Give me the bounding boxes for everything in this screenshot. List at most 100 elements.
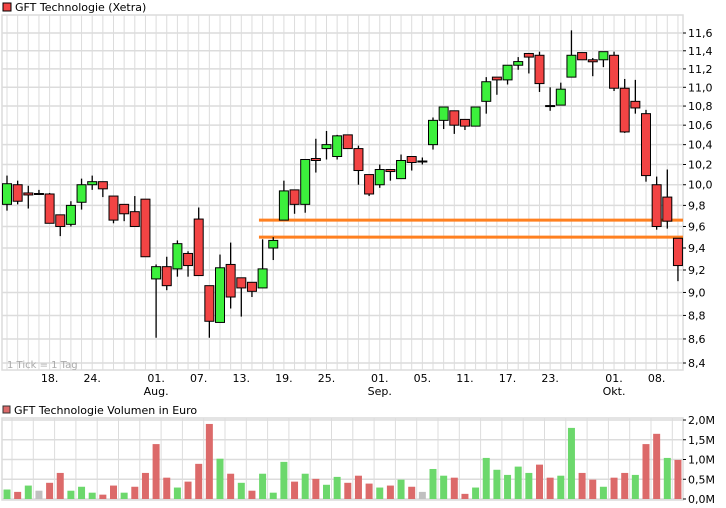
volume-bar — [386, 485, 394, 499]
candle — [672, 237, 683, 282]
candle-body — [129, 211, 140, 227]
candle — [566, 30, 577, 78]
volume-bar — [110, 485, 117, 499]
candle-body — [609, 54, 620, 89]
candle — [428, 117, 438, 150]
candle-body — [87, 181, 98, 186]
candle-body — [236, 277, 247, 289]
x-tick-label: 08. — [648, 372, 666, 385]
candle — [555, 82, 566, 106]
volume-bar — [354, 475, 362, 499]
candle-body — [23, 192, 34, 196]
candle — [374, 164, 385, 188]
candle — [641, 109, 651, 182]
x-tick-label: 17. — [499, 372, 517, 385]
candle — [183, 251, 194, 277]
candle-body — [353, 148, 364, 172]
x-tick-label: 25. — [318, 372, 336, 385]
candle — [108, 195, 119, 224]
candle-body — [619, 87, 630, 133]
candle — [406, 156, 417, 171]
candle-body — [268, 239, 279, 249]
candle — [76, 178, 87, 210]
candle-body — [641, 113, 651, 177]
candle — [225, 242, 236, 309]
volume-bar — [610, 477, 618, 499]
volume-bar — [14, 491, 22, 499]
volume-bar — [557, 475, 565, 499]
volume-bar — [35, 490, 43, 499]
candle — [236, 277, 247, 317]
volume-bar — [141, 472, 149, 499]
volume-bar — [482, 457, 490, 499]
volume-bar — [653, 433, 661, 499]
candle — [161, 256, 172, 291]
volume-bar — [163, 477, 171, 499]
candle — [598, 51, 609, 68]
candle — [417, 157, 428, 165]
price-panel: GFT Technologie (Xetra) 8,4 8,6 8,8 9,0 9,2 9… — [1, 1, 713, 398]
volume-bar — [365, 483, 373, 499]
volume-bar — [536, 464, 543, 499]
volume-bar — [642, 444, 650, 499]
x-tick-label: 13. — [233, 372, 251, 385]
volume-bar — [408, 486, 416, 499]
y-tick-label: 9,8 — [688, 199, 706, 212]
volume-bar — [131, 486, 139, 499]
candle — [502, 64, 513, 85]
candle — [481, 77, 492, 114]
x-tick-label: 18. — [41, 372, 59, 385]
price-legend-swatch — [2, 2, 12, 12]
volume-bar — [195, 463, 203, 499]
volume-bar — [24, 485, 32, 499]
volume-tick-label: 2,0M — [688, 414, 715, 427]
candle-body — [662, 196, 673, 222]
volume-bar — [46, 482, 54, 499]
volume-bar — [301, 473, 309, 499]
volume-bar — [663, 457, 671, 499]
candle-body — [364, 174, 375, 195]
candle-body — [2, 183, 12, 205]
candle — [310, 138, 321, 173]
candle-body — [332, 135, 343, 158]
x-tick-label: 01. — [371, 372, 389, 385]
candle-body — [193, 218, 204, 277]
candle — [172, 240, 183, 277]
y-tick-label: 10,6 — [688, 119, 713, 132]
candle-body — [204, 285, 215, 322]
candle — [246, 281, 257, 298]
volume-bar — [450, 477, 458, 499]
candles — [2, 30, 683, 338]
candle — [87, 175, 98, 190]
y-tick-label: 11,0 — [688, 81, 713, 94]
candle-body — [406, 156, 417, 163]
candle — [2, 175, 12, 211]
volume-bar — [120, 492, 128, 499]
y-tick-label: 10,8 — [688, 100, 713, 113]
date-x-axis: 18. 24. 01.Aug.07. 13. 19. 25. 01.Sep.05. 11. 17… — [41, 372, 666, 398]
candle-body — [65, 204, 76, 225]
candle — [609, 51, 620, 92]
price-grid — [1, 14, 684, 371]
candle-body — [119, 203, 130, 215]
volume-bar — [227, 473, 235, 499]
volume-bar — [173, 487, 181, 499]
candle — [396, 154, 407, 180]
x-tick-month: Sep. — [368, 385, 392, 398]
candle — [65, 201, 76, 227]
candle — [449, 110, 460, 134]
volume-bar — [440, 475, 448, 499]
candle-body — [449, 110, 460, 126]
volume-bar — [78, 486, 86, 499]
volume-bar — [631, 474, 639, 499]
candle-body — [257, 268, 268, 289]
volume-bars — [3, 423, 682, 499]
volume-bar — [525, 472, 533, 499]
volume-bar — [259, 473, 267, 499]
candle-body — [523, 52, 534, 58]
candle — [587, 57, 598, 77]
candle-body — [502, 64, 513, 81]
candle — [577, 52, 588, 61]
y-tick-label: 11,6 — [688, 27, 713, 40]
